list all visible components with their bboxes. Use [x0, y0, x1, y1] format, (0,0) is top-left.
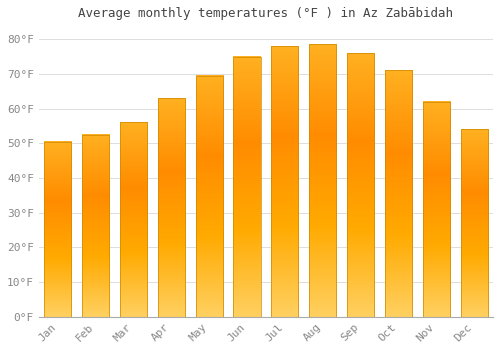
Bar [385, 70, 412, 317]
Bar [271, 46, 298, 317]
Title: Average monthly temperatures (°F ) in Az Zabābidah: Average monthly temperatures (°F ) in Az… [78, 7, 454, 20]
Bar [234, 56, 260, 317]
Bar [82, 135, 109, 317]
Bar [120, 122, 147, 317]
Bar [309, 44, 336, 317]
Bar [44, 141, 72, 317]
Bar [158, 98, 185, 317]
Bar [460, 130, 488, 317]
Bar [347, 53, 374, 317]
Bar [196, 76, 223, 317]
Bar [422, 102, 450, 317]
